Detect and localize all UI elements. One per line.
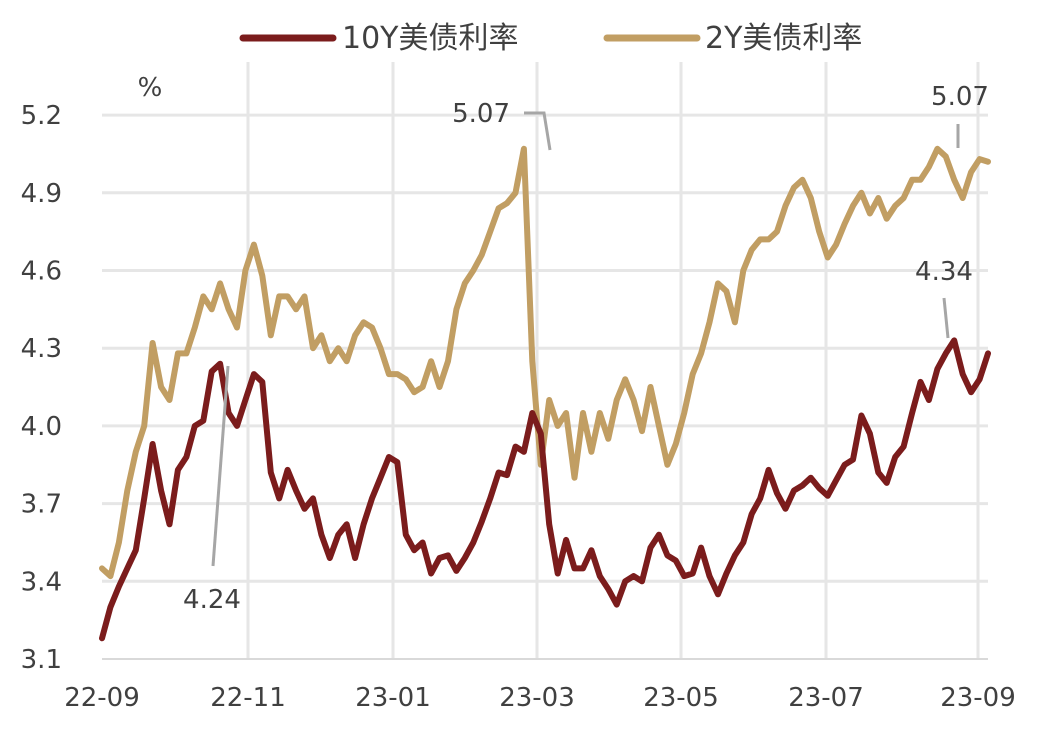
x-tick-label: 23-09 [940,683,1016,713]
annotation-label: 5.07 [931,82,989,112]
series-line-10y [99,337,991,642]
annotation-leader [524,111,552,151]
y-tick-label: 4.9 [21,179,62,209]
x-axis: 22-09 22-11 23-01 23-03 23-05 23-07 23-09 [64,658,1016,713]
x-tick-label: 23-01 [355,683,431,713]
x-tick-label: 22-09 [64,683,140,713]
y-tick-label: 3.7 [21,490,62,520]
x-tick-label: 23-05 [643,683,719,713]
legend: 10Y美债利率 2Y美债利率 [239,21,862,56]
annotation-label: 4.24 [183,585,241,615]
y-axis: 3.1 3.4 3.7 4.0 4.3 4.6 4.9 5.2 [21,101,62,675]
x-tick-label: 22-11 [210,683,286,713]
x-tick-label: 23-03 [499,683,575,713]
series-line-2y [99,145,991,580]
gridlines [102,62,988,659]
legend-label-10y: 10Y美债利率 [342,21,519,56]
y-tick-label: 3.4 [21,567,62,597]
annotation-label: 5.07 [452,99,510,129]
y-tick-label: 3.1 [21,645,62,675]
unit-label: % [138,73,163,103]
annotations: 4.24 5.07 5.07 4.34 [183,82,989,615]
annotation-leader [211,365,230,567]
annotation-label: 4.34 [915,257,973,287]
x-tick-label: 23-07 [788,683,864,713]
y-tick-label: 4.3 [21,334,62,364]
y-tick-label: 5.2 [21,101,62,131]
series-lines [99,145,991,642]
y-tick-label: 4.0 [21,412,62,442]
legend-label-2y: 2Y美债利率 [705,21,862,56]
y-tick-label: 4.6 [21,257,62,287]
annotation-leader [942,297,950,339]
